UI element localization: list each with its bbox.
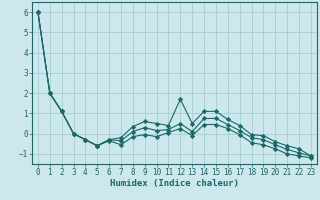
X-axis label: Humidex (Indice chaleur): Humidex (Indice chaleur) — [110, 179, 239, 188]
